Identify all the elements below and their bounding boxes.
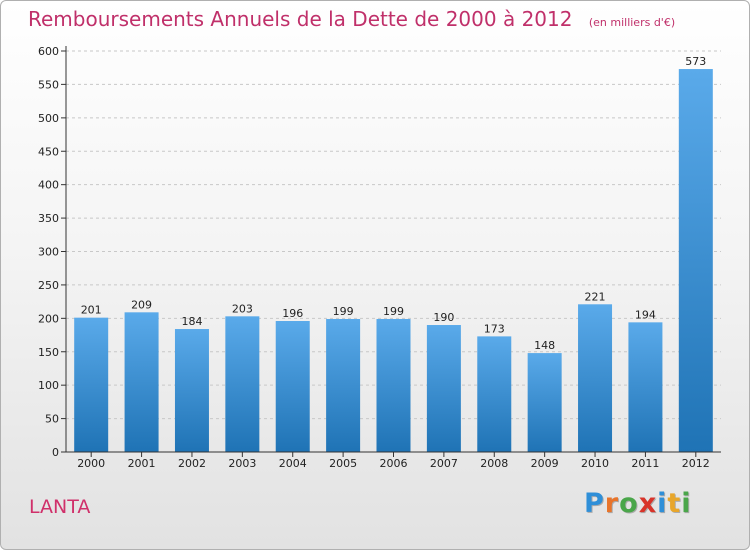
y-tick-label: 0: [52, 446, 59, 459]
bar-2012: [678, 69, 713, 453]
bar-2005: [326, 319, 361, 452]
bar-2002: [174, 329, 209, 452]
data-label-2002: 184: [181, 315, 202, 328]
data-label-2009: 148: [534, 339, 555, 352]
logo-letter: i: [657, 488, 668, 519]
data-label-2004: 196: [282, 307, 303, 320]
x-tick-label-2006: 2006: [380, 457, 408, 470]
title-text: Remboursements Annuels de la Dette de 20…: [28, 7, 573, 31]
bar-2008: [477, 336, 512, 452]
y-tick-label: 250: [38, 279, 59, 292]
bar-2003: [225, 316, 260, 452]
bar-2009: [527, 353, 562, 452]
chart-title: Remboursements Annuels de la Dette de 20…: [28, 7, 675, 31]
x-axis: 2000 2001 2002 2003 2004 2005 2006 2007 2008 2009…: [66, 451, 721, 470]
y-tick-label: 200: [38, 312, 59, 325]
data-label-2006: 199: [383, 305, 404, 318]
logo-letter: r: [604, 488, 620, 519]
y-tick-label: 150: [38, 346, 59, 359]
bar-2011: [628, 322, 663, 452]
proxiti-logo: Proxiti: [584, 488, 692, 519]
y-tick-label: 450: [38, 145, 59, 158]
bar-2010: [578, 304, 613, 452]
x-tick-label-2005: 2005: [329, 457, 357, 470]
logo-letter: P: [584, 488, 605, 519]
logo-letter: t: [667, 488, 682, 519]
data-label-2003: 203: [232, 302, 253, 315]
x-tick-label-2001: 2001: [128, 457, 156, 470]
bars: 201 209 184 203 196 199 199 190 173 148 221 194 573: [74, 55, 713, 453]
bar-2000: [74, 317, 109, 452]
y-tick-label: 600: [38, 45, 59, 58]
data-label-2005: 199: [333, 305, 354, 318]
bar-2004: [275, 321, 310, 452]
x-tick-label-2003: 2003: [228, 457, 256, 470]
x-tick-label-2000: 2000: [77, 457, 105, 470]
data-label-2012: 573: [685, 55, 706, 68]
y-tick-label: 350: [38, 212, 59, 225]
x-tick-label-2008: 2008: [480, 457, 508, 470]
data-label-2000: 201: [81, 304, 102, 317]
unit-subtitle: (en milliers d'€): [588, 16, 676, 29]
y-tick-label: 500: [38, 112, 59, 125]
logo-letter: x: [638, 488, 658, 519]
x-tick-label-2010: 2010: [581, 457, 609, 470]
bar-2001: [124, 312, 159, 452]
x-tick-label-2009: 2009: [531, 457, 559, 470]
data-label-2001: 209: [131, 298, 152, 311]
y-axis: 0 50 100 150 200 250 300 350 400 450 500 550 600: [38, 45, 67, 459]
logo-letter: i: [681, 488, 692, 519]
y-tick-label: 550: [38, 78, 59, 91]
data-label-2010: 221: [585, 290, 606, 303]
y-tick-label: 300: [38, 246, 59, 259]
data-label-2011: 194: [635, 308, 656, 321]
x-tick-label-2004: 2004: [279, 457, 307, 470]
y-tick-label: 400: [38, 179, 59, 192]
y-tick-label: 50: [45, 413, 59, 426]
x-tick-label-2002: 2002: [178, 457, 206, 470]
logo-letter: o: [619, 488, 639, 519]
data-label-2007: 190: [433, 311, 454, 324]
bar-2006: [376, 319, 411, 452]
y-tick-label: 100: [38, 379, 59, 392]
x-tick-label-2012: 2012: [682, 457, 710, 470]
data-label-2008: 173: [484, 322, 505, 335]
x-tick-label-2007: 2007: [430, 457, 458, 470]
x-tick-label-2011: 2011: [631, 457, 659, 470]
commune-name: LANTA: [29, 496, 91, 518]
bar-2007: [426, 325, 461, 452]
